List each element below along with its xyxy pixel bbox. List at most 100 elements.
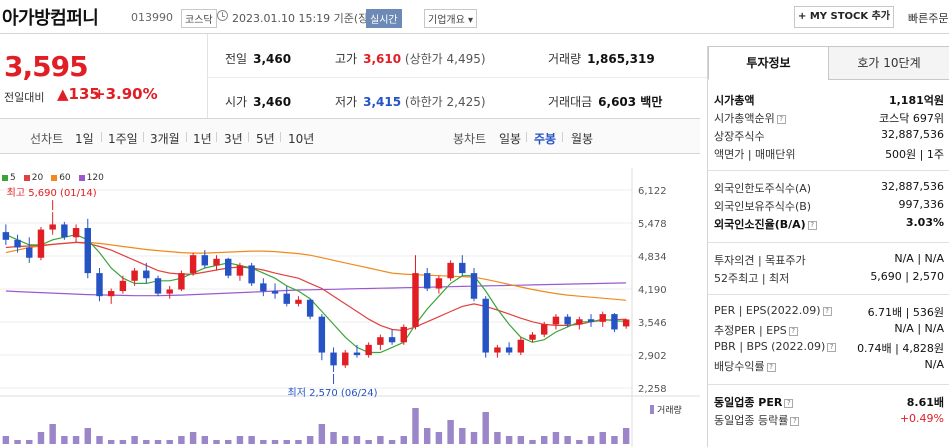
range-1d[interactable]: 1일 <box>75 132 94 146</box>
candle-body <box>330 352 337 366</box>
candle-body <box>564 316 571 325</box>
chart-toolbar: 선차트 1일 1주일 3개월 1년 3년 5년 10년 봉차트 일봉 주봉 월봉 <box>0 118 700 154</box>
candle-weekly[interactable]: 주봉 <box>534 132 557 146</box>
volume-bar <box>576 440 583 444</box>
volume-bar <box>470 432 478 444</box>
clock-icon <box>217 10 228 21</box>
volume-label: 거래량 <box>548 52 582 66</box>
market-badge: 코스닥 <box>181 9 217 28</box>
range-10y[interactable]: 10년 <box>288 132 315 146</box>
volume-bar <box>131 436 138 444</box>
high-price-label: 고가 <box>335 52 358 66</box>
volume-value: 1,865,319 <box>587 52 655 66</box>
volume-label: 거래량 <box>657 404 682 416</box>
volume-bar <box>365 440 372 444</box>
divider <box>708 294 949 295</box>
candle-body <box>587 319 595 322</box>
volume-bar <box>213 440 220 444</box>
volume-bar <box>353 436 361 444</box>
invest-row-label: 시가총액 <box>714 94 755 107</box>
volume-bar <box>318 424 326 444</box>
candle-body <box>494 347 501 353</box>
invest-row-label: PER | EPS(2022.09) <box>714 304 821 317</box>
upper-limit: (상한가 4,495) <box>404 52 486 66</box>
open-price-value: 3,460 <box>253 95 292 109</box>
candle-daily[interactable]: 일봉 <box>499 132 522 146</box>
range-3y[interactable]: 3년 <box>224 132 243 146</box>
tab-invest-info[interactable]: 투자정보 <box>708 46 829 80</box>
invest-row-value: 32,887,536 <box>881 128 944 141</box>
volume-bar <box>189 432 197 444</box>
volume-bar <box>529 440 536 444</box>
volume-bar <box>14 440 21 444</box>
invest-row: 시가총액 1,181억원 <box>714 92 944 108</box>
open-price: 시가 3,460 <box>225 93 291 110</box>
invest-row: PER | EPS(2022.09)? 6.71배 | 536원 <box>714 304 944 319</box>
volume-bar <box>412 408 419 444</box>
invest-row-label: 외국인소진율(B/A) <box>714 218 806 231</box>
invest-row-label: 동일업종 PER <box>714 396 783 409</box>
volume-bar <box>459 428 466 444</box>
candle-body <box>388 337 396 343</box>
low-price: 저가 3,415 (하한가 2,425) <box>335 93 486 110</box>
volume-bar <box>143 440 150 444</box>
range-1y[interactable]: 1년 <box>193 132 212 146</box>
volume-bar <box>306 436 314 444</box>
lower-limit: (하한가 2,425) <box>404 95 486 109</box>
invest-row: 동일업종 등락률? +0.49% <box>714 412 944 428</box>
candle-body <box>96 273 103 297</box>
add-mystock-button[interactable]: + MY STOCK 추가 <box>794 6 894 28</box>
volume-bar <box>377 436 384 444</box>
help-icon[interactable]: ? <box>784 398 794 408</box>
low-annotation: 최저 2,570 (06/24) <box>288 387 378 399</box>
range-5y[interactable]: 5년 <box>256 132 275 146</box>
invest-row-value: 0.74배 | 4,828원 <box>857 342 944 355</box>
y-tick-label: 4,834 <box>638 252 667 263</box>
realtime-badge[interactable]: 실시간 <box>366 9 402 28</box>
candle-body <box>552 316 560 325</box>
help-icon[interactable]: ? <box>766 362 776 372</box>
candle-body <box>505 347 513 353</box>
help-icon[interactable]: ? <box>807 220 817 230</box>
invest-row: 외국인소진율(B/A)? 3.03% <box>714 216 944 232</box>
volume-bar <box>236 436 244 444</box>
y-tick-label: 5,478 <box>638 219 667 230</box>
candle-body <box>283 293 290 304</box>
company-overview-button[interactable]: 기업개요 ▾ <box>424 9 477 28</box>
divider <box>708 242 949 243</box>
volume-bar <box>49 424 56 444</box>
volume-bar <box>552 432 560 444</box>
range-3m[interactable]: 3개월 <box>150 132 180 146</box>
volume-bar <box>295 440 302 444</box>
y-tick-label: 2,902 <box>638 351 667 362</box>
volume-bar <box>622 428 630 444</box>
candle-body <box>482 298 489 353</box>
help-icon[interactable]: ? <box>827 342 837 352</box>
volume-bar <box>178 436 185 444</box>
candle-body <box>576 319 583 325</box>
help-icon[interactable]: ? <box>788 326 798 336</box>
candle-body <box>213 258 220 266</box>
high-price: 고가 3,610 (상한가 4,495) <box>335 50 486 67</box>
volume-bar <box>61 436 68 444</box>
high-annotation: 최고 5,690 (01/14) <box>7 187 97 199</box>
divider <box>708 384 949 385</box>
volume-bar <box>72 436 80 444</box>
volume-bar <box>154 440 162 444</box>
invest-row: 동일업종 PER? 8.61배 <box>714 394 944 410</box>
volume-bar <box>564 436 571 444</box>
candle-monthly[interactable]: 월봉 <box>571 132 594 146</box>
candle-body <box>470 273 478 299</box>
invest-row: PBR | BPS (2022.09)? 0.74배 | 4,828원 <box>714 340 944 355</box>
y-tick-label: 6,122 <box>638 186 667 197</box>
help-icon[interactable]: ? <box>822 306 832 316</box>
quick-order-link[interactable]: 빠른주문 <box>908 12 949 25</box>
volume-bar <box>435 432 443 444</box>
help-icon[interactable]: ? <box>776 114 786 124</box>
tab-order-book[interactable]: 호가 10단계 <box>828 46 949 80</box>
volume-bar <box>283 440 290 444</box>
range-1w[interactable]: 1주일 <box>108 132 138 146</box>
divider <box>207 77 707 78</box>
change-rate: +3.90% <box>93 85 158 103</box>
help-icon[interactable]: ? <box>790 416 800 426</box>
